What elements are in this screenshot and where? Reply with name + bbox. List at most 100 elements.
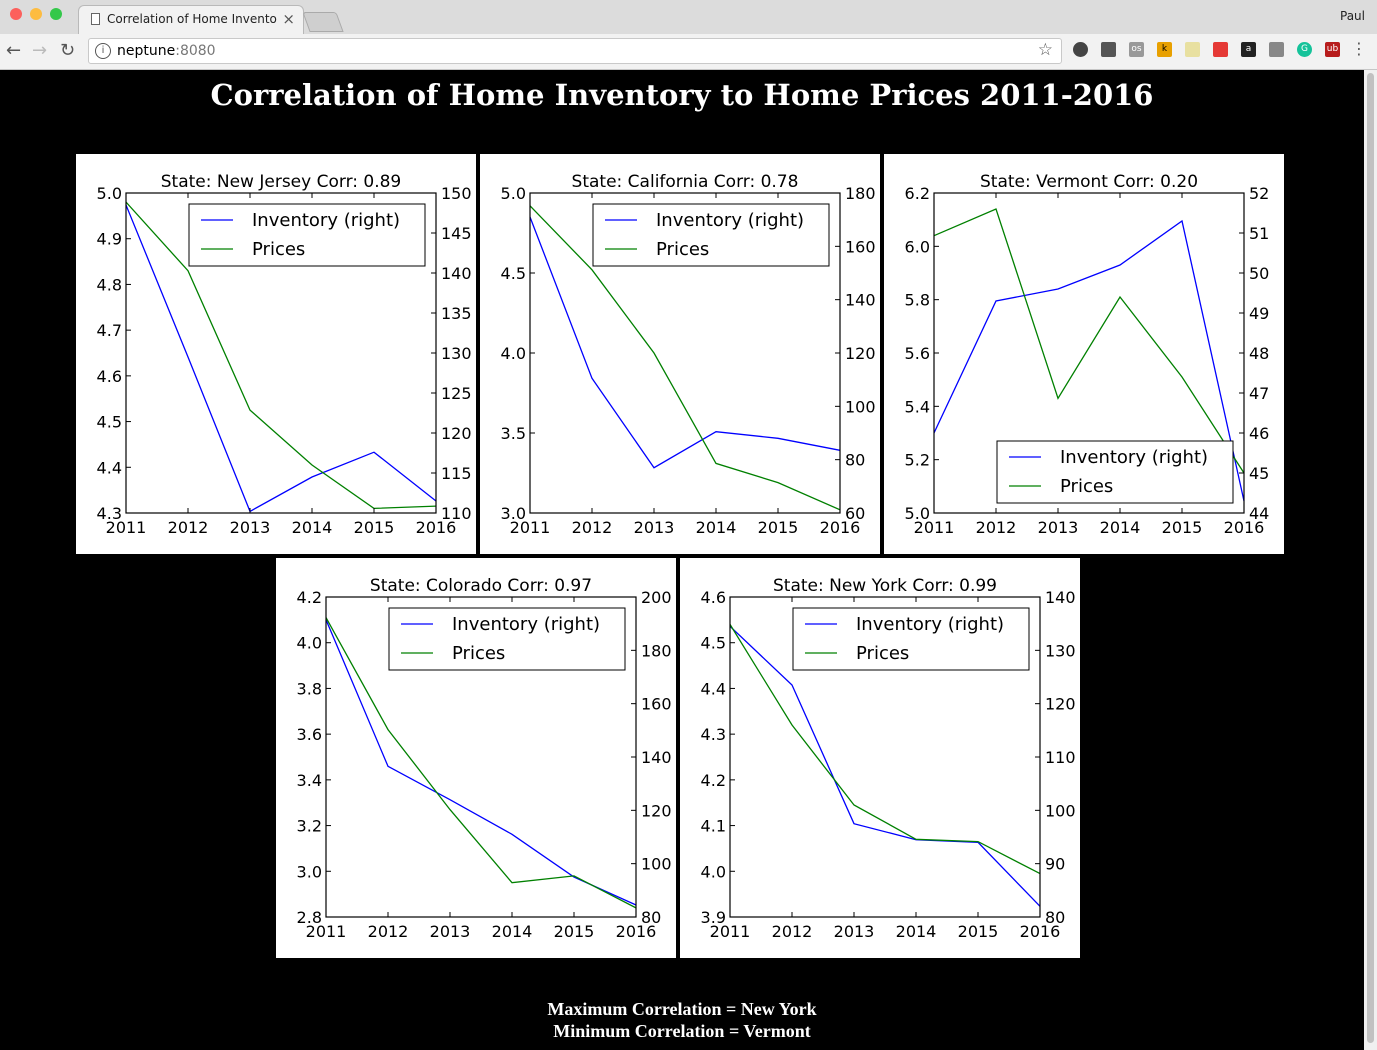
left-y-tick-label: 2.8: [297, 908, 322, 927]
left-y-tick-label: 4.3: [701, 725, 726, 744]
vertical-scrollbar[interactable]: [1364, 70, 1377, 1050]
legend-label: Prices: [856, 643, 909, 664]
new-tab-button[interactable]: [302, 12, 344, 32]
x-tick-label: 2013: [1038, 518, 1079, 537]
series-line-inventory: [529, 216, 841, 469]
right-y-tick-label: 47: [1249, 384, 1269, 403]
ublock-extension-icon[interactable]: ub: [1325, 42, 1340, 57]
legend-box: [592, 203, 830, 267]
legend-label: Inventory (right): [656, 210, 804, 231]
reload-icon[interactable]: ↻: [60, 40, 76, 61]
right-y-tick-label: 46: [1249, 424, 1269, 443]
back-arrow-icon[interactable]: ←: [6, 40, 22, 61]
address-bar[interactable]: i neptune:8080 ☆: [88, 38, 1062, 64]
chart-svg: State: New Jersey Corr: 0.89 2011 2012 2013…: [97, 172, 472, 537]
url-text[interactable]: neptune:8080: [117, 43, 216, 59]
x-tick-label: 2015: [554, 922, 595, 941]
info-icon[interactable]: i: [95, 43, 111, 59]
bar-extension-icon[interactable]: [1269, 42, 1284, 57]
right-y-tick-label: 130: [1045, 641, 1076, 660]
maximize-window-button[interactable]: [50, 8, 62, 20]
left-y-tick-label: 3.8: [297, 679, 322, 698]
x-tick-label: 2012: [368, 922, 409, 941]
forward-arrow-icon[interactable]: →: [32, 40, 48, 61]
right-y-tick-label: 100: [641, 855, 672, 874]
more-menu-icon[interactable]: ⋮: [1351, 39, 1367, 58]
x-tick-label: 2011: [710, 922, 751, 941]
amazon-extension-icon[interactable]: a: [1241, 42, 1256, 57]
left-y-tick-label: 4.1: [701, 817, 726, 836]
x-tick-label: 2016: [1020, 922, 1061, 941]
active-tab[interactable]: Correlation of Home Inventory ×: [78, 5, 304, 34]
x-tick-label: 2011: [306, 922, 347, 941]
right-y-tick-label: 100: [845, 397, 876, 416]
right-y-tick-label: 120: [441, 424, 472, 443]
dots-extension-icon[interactable]: [1213, 42, 1228, 57]
series-line-prices: [529, 205, 841, 511]
x-tick-label: 2012: [976, 518, 1017, 537]
series-line-inventory: [125, 204, 437, 513]
bookmark-star-icon[interactable]: ☆: [1037, 40, 1053, 60]
document-icon: [91, 13, 100, 25]
left-y-tick-label: 3.0: [297, 862, 322, 881]
x-tick-label: 2015: [958, 922, 999, 941]
x-tick-label: 2011: [914, 518, 955, 537]
right-y-tick-label: 50: [1249, 264, 1269, 283]
left-y-tick-label: 4.0: [501, 344, 526, 363]
right-y-tick-label: 90: [1045, 855, 1065, 874]
legend-box: [996, 440, 1234, 504]
left-y-tick-label: 5.8: [905, 291, 930, 310]
x-tick-label: 2013: [230, 518, 271, 537]
left-y-tick-label: 4.0: [297, 634, 322, 653]
minimize-window-button[interactable]: [30, 8, 42, 20]
chart-colorado: State: Colorado Corr: 0.97 2011 2012 2013 20…: [276, 558, 676, 958]
grammarly-extension-icon[interactable]: G: [1297, 42, 1312, 57]
x-tick-label: 2016: [616, 922, 657, 941]
notes-extension-icon[interactable]: [1185, 42, 1200, 57]
chart-new-york: State: New York Corr: 0.99 2011 2012 2013 20…: [680, 558, 1080, 958]
legend-label: Prices: [252, 239, 305, 260]
left-y-tick-label: 4.4: [97, 458, 122, 477]
right-y-tick-label: 160: [641, 695, 672, 714]
x-tick-label: 2012: [572, 518, 613, 537]
close-window-button[interactable]: [10, 8, 22, 20]
pin-extension-icon[interactable]: [1101, 42, 1116, 57]
right-y-tick-label: 145: [441, 224, 472, 243]
os-extension-icon[interactable]: os: [1129, 42, 1144, 57]
left-y-tick-label: 5.0: [97, 184, 122, 203]
right-y-tick-label: 80: [845, 451, 865, 470]
profile-name[interactable]: Paul: [1340, 9, 1365, 23]
left-y-tick-label: 5.6: [905, 344, 930, 363]
chart-title: State: New Jersey Corr: 0.89: [161, 172, 402, 192]
right-y-tick-label: 125: [441, 384, 472, 403]
left-y-tick-label: 5.0: [501, 184, 526, 203]
x-tick-label: 2014: [896, 922, 937, 941]
left-y-tick-label: 3.6: [297, 725, 322, 744]
left-y-tick-label: 4.8: [97, 275, 122, 294]
chart-title: State: Colorado Corr: 0.97: [370, 576, 592, 596]
right-y-tick-label: 160: [845, 237, 876, 256]
right-y-tick-label: 140: [441, 264, 472, 283]
close-tab-icon[interactable]: ×: [282, 10, 295, 28]
left-y-tick-label: 4.9: [97, 230, 122, 249]
left-y-tick-label: 4.5: [701, 634, 726, 653]
k-extension-icon[interactable]: k: [1157, 42, 1172, 57]
right-y-tick-label: 120: [641, 801, 672, 820]
left-y-tick-label: 4.2: [701, 771, 726, 790]
right-y-tick-label: 115: [441, 464, 472, 483]
scrollbar-thumb[interactable]: [1367, 73, 1374, 1043]
legend-box: [792, 607, 1030, 671]
legend-box: [388, 607, 626, 671]
right-y-tick-label: 120: [845, 344, 876, 363]
right-y-tick-label: 44: [1249, 504, 1269, 523]
legend-label: Prices: [452, 643, 505, 664]
right-y-tick-label: 48: [1249, 344, 1269, 363]
legend-label: Prices: [1060, 476, 1113, 497]
left-y-tick-label: 3.4: [297, 771, 322, 790]
x-tick-label: 2014: [696, 518, 737, 537]
right-y-tick-label: 140: [1045, 588, 1076, 607]
evernote-extension-icon[interactable]: [1073, 42, 1088, 57]
series-line-prices: [125, 201, 437, 510]
x-tick-label: 2015: [354, 518, 395, 537]
x-tick-label: 2014: [292, 518, 333, 537]
